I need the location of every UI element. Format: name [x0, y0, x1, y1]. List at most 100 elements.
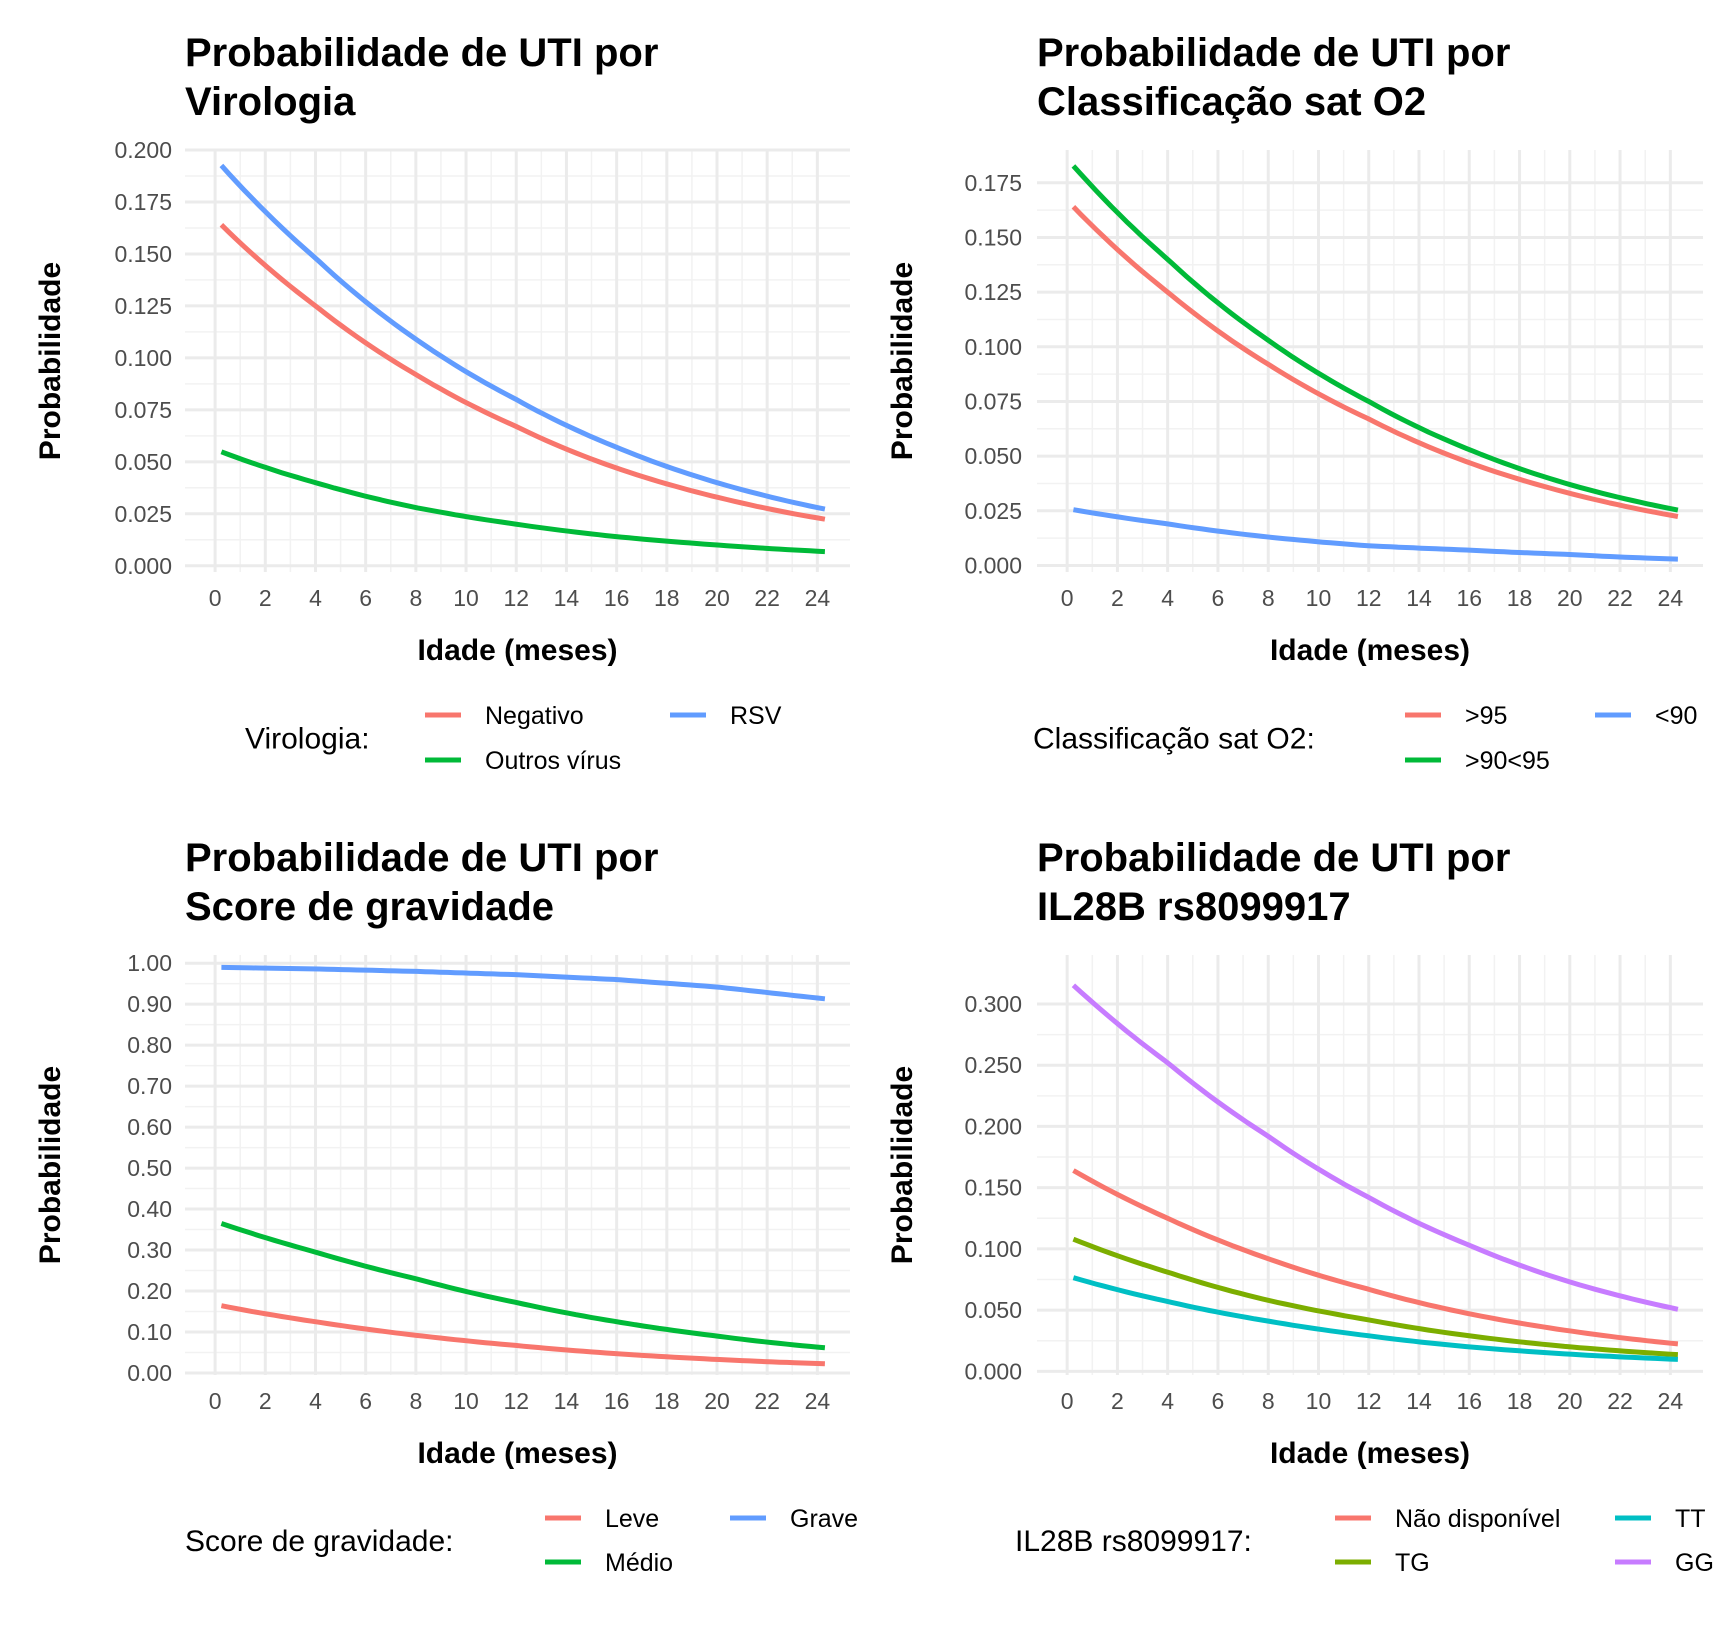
y-tick-label: 0.70 [127, 1073, 172, 1099]
legend: Score de gravidade: Leve Grave Médio [185, 1505, 858, 1577]
legend-item: TG [1335, 1549, 1430, 1577]
legend-label: Grave [790, 1505, 858, 1533]
y-tick-label: 0.80 [127, 1032, 172, 1058]
series-line-tt [1072, 1275, 1678, 1362]
x-tick-label: 8 [1262, 1388, 1275, 1414]
x-tick-label: 4 [309, 1388, 322, 1414]
y-tick-label: 0.10 [127, 1319, 172, 1345]
x-tick-label: 4 [1161, 1388, 1174, 1414]
x-tick-label: 10 [453, 1388, 479, 1414]
y-axis-label: Probabilidade [34, 1066, 67, 1264]
x-tick-label: 14 [1406, 1388, 1432, 1414]
y-tick-label: 0.025 [114, 501, 172, 527]
y-tick-label: 0.100 [964, 334, 1022, 360]
series-line-outros-v-rus [220, 449, 826, 555]
y-tick-label: 0.150 [964, 1175, 1022, 1201]
legend-item: <90 [1595, 702, 1697, 730]
legend-item: TT [1615, 1505, 1706, 1533]
x-tick-label: 22 [1607, 585, 1633, 611]
x-tick-label: 18 [654, 1388, 680, 1414]
chart-title-line: Probabilidade de UTI por [1037, 836, 1510, 880]
chart-title: Probabilidade de UTI por Classificação sa… [1037, 31, 1510, 124]
legend-label: Médio [605, 1549, 673, 1577]
x-tick-label: 0 [1061, 1388, 1074, 1414]
series-lines [1071, 983, 1679, 1362]
legend-label: Não disponível [1395, 1505, 1560, 1533]
x-tick-label: 6 [359, 585, 372, 611]
legend-item: Negativo [425, 702, 584, 730]
series-line-leve [220, 1303, 825, 1367]
legend-item: Leve [545, 1505, 659, 1533]
legend-item: RSV [670, 702, 782, 730]
chart-panel-3: Probabilidade de UTI por Score de gravida… [34, 836, 858, 1577]
x-tick-label: 22 [754, 585, 780, 611]
x-tick-label: 16 [1456, 585, 1482, 611]
legend-title: Virologia: [245, 723, 370, 756]
x-tick-label: 20 [704, 1388, 730, 1414]
x-tick-label: 16 [1456, 1388, 1482, 1414]
series-lines [1071, 164, 1679, 562]
chart-title: Probabilidade de UTI por Score de gravida… [185, 836, 658, 929]
grid [185, 955, 850, 1375]
x-tick-label: 6 [1212, 1388, 1225, 1414]
y-tick-label: 0.150 [114, 241, 172, 267]
x-tick-label: 18 [654, 585, 680, 611]
legend-label: GG [1675, 1549, 1714, 1577]
legend-item: >90<95 [1405, 747, 1550, 775]
x-tick-label: 14 [554, 1388, 580, 1414]
legend-item: >95 [1405, 702, 1507, 730]
y-tick-label: 0.175 [114, 189, 172, 215]
x-tick-label: 22 [1607, 1388, 1633, 1414]
legend-label: Negativo [485, 702, 584, 730]
x-tick-label: 4 [1161, 585, 1174, 611]
series-line-tg [1072, 1236, 1679, 1358]
legend-title: Classificação sat O2: [1033, 723, 1315, 756]
x-tick-label: 24 [1658, 1388, 1684, 1414]
x-tick-label: 4 [309, 585, 322, 611]
x-tick-label: 22 [754, 1388, 780, 1414]
grid [1037, 150, 1703, 572]
y-axis-label: Probabilidade [886, 1066, 919, 1264]
x-tick-label: 18 [1507, 1388, 1533, 1414]
series-line--95 [1071, 205, 1679, 519]
series-line-gg [1071, 983, 1679, 1312]
legend-title: IL28B rs8099917: [1015, 1525, 1252, 1558]
x-tick-label: 0 [209, 1388, 222, 1414]
y-tick-label: 0.000 [964, 1358, 1022, 1384]
x-tick-label: 8 [409, 585, 422, 611]
x-axis-label: Idade (meses) [417, 634, 617, 667]
x-tick-label: 24 [1658, 585, 1684, 611]
series-line-n-o-dispon-vel [1072, 1168, 1679, 1347]
legend-label: >90<95 [1465, 747, 1550, 775]
series-line-grave [221, 964, 826, 1002]
series-line-rsv [219, 163, 826, 512]
y-tick-label: 0.00 [127, 1360, 172, 1386]
y-tick-label: 0.200 [964, 1113, 1022, 1139]
legend-item: Não disponível [1335, 1505, 1560, 1533]
x-tick-label: 2 [1111, 1388, 1124, 1414]
series-line--90 [1072, 507, 1678, 562]
chart-title-line: IL28B rs8099917 [1037, 885, 1351, 929]
legend-label: <90 [1655, 702, 1697, 730]
x-tick-label: 16 [604, 585, 630, 611]
chart-title-line: Score de gravidade [185, 885, 554, 929]
series-lines [219, 163, 826, 555]
x-tick-label: 6 [359, 1388, 372, 1414]
chart-title-line: Probabilidade de UTI por [185, 836, 658, 880]
legend-label: TT [1675, 1505, 1706, 1533]
y-tick-label: 0.125 [114, 293, 172, 319]
grid [185, 148, 850, 572]
chart-panel-2: Probabilidade de UTI por Classificação sa… [886, 31, 1703, 775]
x-tick-label: 20 [1557, 585, 1583, 611]
y-tick-label: 0.200 [114, 137, 172, 163]
y-tick-label: 0.025 [964, 498, 1022, 524]
series-line--90-95 [1071, 164, 1679, 513]
series-line-m-dio [220, 1221, 826, 1351]
chart-title-line: Probabilidade de UTI por [185, 31, 658, 75]
chart-title-line: Probabilidade de UTI por [1037, 31, 1510, 75]
y-tick-label: 0.40 [127, 1196, 172, 1222]
x-tick-label: 14 [554, 585, 580, 611]
x-tick-label: 2 [1111, 585, 1124, 611]
